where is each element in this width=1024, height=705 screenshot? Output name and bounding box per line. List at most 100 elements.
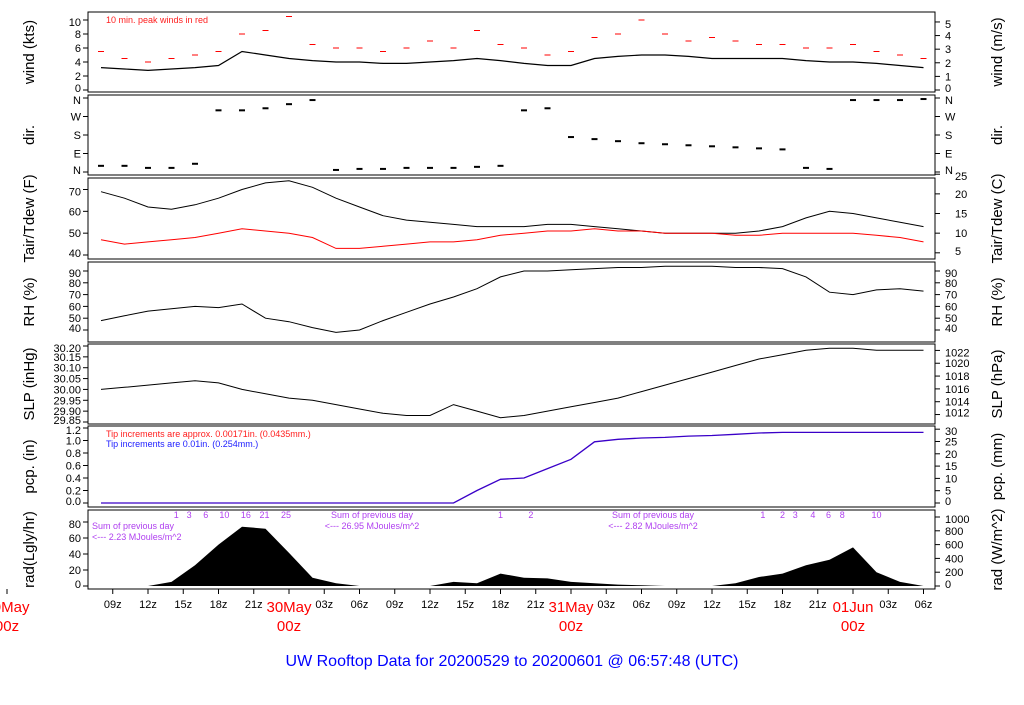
sun-hour-mark: 1 bbox=[498, 510, 503, 520]
x-tick-label: 21z bbox=[527, 599, 545, 611]
slp-panel-frame bbox=[87, 343, 936, 425]
y-tick-label: 0.6 bbox=[66, 461, 81, 473]
data-marks bbox=[98, 16, 927, 586]
slp-ylabel: SLP (inHg) bbox=[21, 347, 38, 420]
y-tick-label-right: 20 bbox=[945, 449, 957, 461]
x-tick-label: 21z bbox=[245, 599, 263, 611]
sun-hour-mark: 3 bbox=[187, 510, 192, 520]
daily-sum-title: Sum of previous day bbox=[92, 521, 175, 531]
y-tick-label-right: S bbox=[945, 130, 952, 142]
y-tick-label: 70 bbox=[69, 290, 81, 302]
dir-ylabel-right: dir. bbox=[989, 125, 1006, 145]
y-tick-label: 0.4 bbox=[66, 473, 81, 485]
y-tick-label: 29.90 bbox=[53, 406, 81, 418]
y-tick-label: 70 bbox=[69, 187, 81, 199]
y-tick-label-right: 50 bbox=[945, 313, 957, 325]
rh-ylabel: RH (%) bbox=[21, 277, 38, 326]
y-tick-label: 60 bbox=[69, 206, 81, 218]
sun-hour-mark: 1 bbox=[760, 510, 765, 520]
y-tick-label-right: 30 bbox=[945, 426, 957, 438]
x-tick-label: 09z bbox=[668, 599, 686, 611]
chart-title: UW Rooftop Data for 20200529 to 20200601… bbox=[286, 653, 739, 670]
y-tick-label-right: 20 bbox=[955, 189, 967, 201]
y-tick-label: 40 bbox=[69, 549, 81, 561]
y-tick-label-right: 1020 bbox=[945, 358, 969, 370]
rh-line bbox=[100, 265, 924, 333]
y-tick-label: 10 bbox=[69, 17, 81, 29]
slp-ylabel-right: SLP (hPa) bbox=[989, 350, 1006, 419]
pcp-ylabel: pcp. (in) bbox=[21, 439, 38, 493]
y-tick-label-right: 15 bbox=[955, 209, 967, 221]
daily-sum-value: <--- 2.82 MJoules/m^2 bbox=[608, 521, 698, 531]
y-tick-label: 30.10 bbox=[53, 363, 81, 375]
y-tick-label: 0.8 bbox=[66, 448, 81, 460]
y-tick-label-right: 1022 bbox=[945, 347, 969, 359]
sun-hour-mark: 8 bbox=[840, 510, 845, 520]
y-tick-label: 0.0 bbox=[66, 496, 81, 508]
pcp-note-blue: Tip increments are 0.01in. (0.254mm.) bbox=[106, 439, 258, 449]
y-tick-label: 0 bbox=[75, 579, 81, 591]
wind-ylabel: wind (kts) bbox=[21, 20, 38, 85]
y-tick-label: 6 bbox=[75, 43, 81, 55]
day-label-hour: 00z bbox=[0, 618, 19, 635]
y-tick-label-right: 4 bbox=[945, 31, 951, 43]
y-tick-label-right: 80 bbox=[945, 278, 957, 290]
y-tick-label: 8 bbox=[75, 29, 81, 41]
y-tick-label: E bbox=[74, 149, 81, 161]
x-tick-label: 06z bbox=[351, 599, 369, 611]
y-tick-label-right: 10 bbox=[945, 473, 957, 485]
y-tick-label: 30.15 bbox=[53, 352, 81, 364]
x-tick-label: 06z bbox=[915, 599, 933, 611]
y-tick-label: 30.05 bbox=[53, 374, 81, 386]
temp-ylabel: Tair/Tdew (F) bbox=[21, 174, 38, 262]
tdew-line bbox=[100, 228, 924, 249]
day-label-hour: 00z bbox=[841, 618, 865, 635]
temp-panel-frame bbox=[87, 177, 936, 260]
y-tick-label-right: 5 bbox=[945, 19, 951, 31]
y-tick-label: 80 bbox=[69, 519, 81, 531]
x-tick-label: 12z bbox=[703, 599, 721, 611]
sun-hour-mark: 16 bbox=[241, 510, 251, 520]
y-tick-label-right: 3 bbox=[945, 44, 951, 56]
y-tick-label-right: 1016 bbox=[945, 384, 969, 396]
wind-speed-line bbox=[100, 50, 924, 72]
wind-annotation: 10 min. peak winds in red bbox=[106, 15, 208, 25]
y-tick-label: 0.2 bbox=[66, 486, 81, 498]
day-label: 30May bbox=[266, 599, 312, 616]
y-tick-label-right: 40 bbox=[945, 323, 957, 335]
x-tick-label: 03z bbox=[597, 599, 615, 611]
tair-line bbox=[100, 180, 924, 234]
x-tick-label: 06z bbox=[633, 599, 651, 611]
rh-panel-frame bbox=[87, 261, 936, 343]
daily-sum-title: Sum of previous day bbox=[612, 510, 695, 520]
y-tick-label-right: 1 bbox=[945, 71, 951, 83]
rad-ylabel-right: rad (W/m^2) bbox=[989, 508, 1006, 590]
x-tick-label: 18z bbox=[492, 599, 510, 611]
y-tick-label: 2 bbox=[75, 71, 81, 83]
x-tick-label: 15z bbox=[174, 599, 192, 611]
x-tick-label: 18z bbox=[210, 599, 228, 611]
y-tick-label-right: 10 bbox=[955, 228, 967, 240]
sun-hour-mark: 10 bbox=[219, 510, 229, 520]
y-tick-label: 80 bbox=[69, 278, 81, 290]
y-tick-label: 29.85 bbox=[53, 415, 81, 427]
y-tick-label-right: 1014 bbox=[945, 397, 969, 409]
y-tick-label-right: 400 bbox=[945, 553, 963, 565]
y-tick-label: W bbox=[71, 112, 82, 124]
x-tick-label: 12z bbox=[139, 599, 157, 611]
sun-hour-mark: 1 bbox=[174, 510, 179, 520]
slp-line bbox=[100, 347, 924, 419]
day-label: 01Jun bbox=[833, 599, 874, 616]
panels bbox=[87, 11, 936, 590]
day-label-hour: 00z bbox=[277, 618, 301, 635]
y-tick-label: 20 bbox=[69, 565, 81, 577]
pcp-ylabel-right: pcp. (mm) bbox=[989, 433, 1006, 501]
y-tick-label-right: 2 bbox=[945, 58, 951, 70]
y-tick-label: N bbox=[73, 165, 81, 177]
y-tick-label-right: 15 bbox=[945, 461, 957, 473]
sun-hour-mark: 2 bbox=[528, 510, 533, 520]
x-tick-label: 21z bbox=[809, 599, 827, 611]
y-tick-label-right: 70 bbox=[945, 290, 957, 302]
y-tick-label-right: 1000 bbox=[945, 514, 969, 526]
